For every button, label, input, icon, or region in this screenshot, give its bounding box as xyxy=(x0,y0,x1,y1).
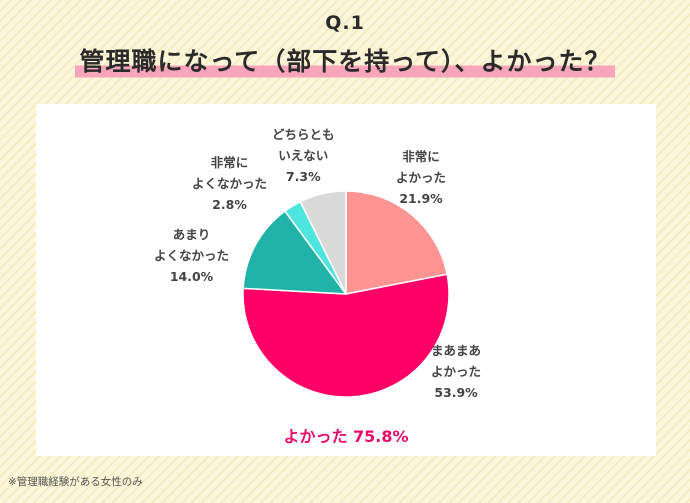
chart-card: 非常に よかった 21.9% まあまあ よかった 53.9% あまり よくなかっ… xyxy=(36,104,656,456)
slice-label-line: よくなかった xyxy=(154,248,230,263)
slice-label-line: いえない xyxy=(278,148,329,163)
question-number: Q.1 xyxy=(325,12,365,34)
slice-label-very-good: 非常に よかった 21.9% xyxy=(396,146,446,209)
slice-value: 14.0% xyxy=(169,269,214,284)
chart-title: 管理職になって（部下を持って）、よかった？ xyxy=(75,42,615,80)
slice-value: 53.9% xyxy=(434,385,478,400)
footnote: ※管理職経験がある女性のみ xyxy=(8,476,143,488)
slice-label-line: 非常に xyxy=(402,149,440,164)
pie-slice-not-so-good xyxy=(242,210,348,295)
slice-label-line: 非常に xyxy=(210,155,249,170)
title-container: 管理職になって（部下を持って）、よかった？ xyxy=(0,42,690,80)
slice-label-fairly-good: まあまあ よかった 53.9% xyxy=(431,340,481,403)
slice-label-line: あまり xyxy=(172,227,211,242)
slice-label-neither: どちらとも いえない 7.3% xyxy=(272,124,335,187)
slice-label-line: どちらとも xyxy=(272,127,335,142)
slice-value: 7.3% xyxy=(285,169,321,184)
pie-slice-very-good xyxy=(345,190,448,295)
slice-label-line: まあまあ xyxy=(431,343,482,358)
pie-slice-neither xyxy=(299,190,347,295)
slice-label-very-bad: 非常に よくなかった 2.8% xyxy=(192,152,267,215)
slice-label-not-so-good: あまり よくなかった 14.0% xyxy=(154,224,229,287)
slice-label-line: よかった xyxy=(431,364,482,379)
slice-label-line: よかった xyxy=(396,170,447,185)
slice-value: 2.8% xyxy=(212,197,247,212)
summary-total: よかった 75.8% xyxy=(283,427,409,446)
pie-slice-fairly-good xyxy=(242,273,450,398)
slice-value: 21.9% xyxy=(399,191,443,206)
pie-chart xyxy=(242,190,450,398)
slice-label-line: よくなかった xyxy=(192,176,268,191)
